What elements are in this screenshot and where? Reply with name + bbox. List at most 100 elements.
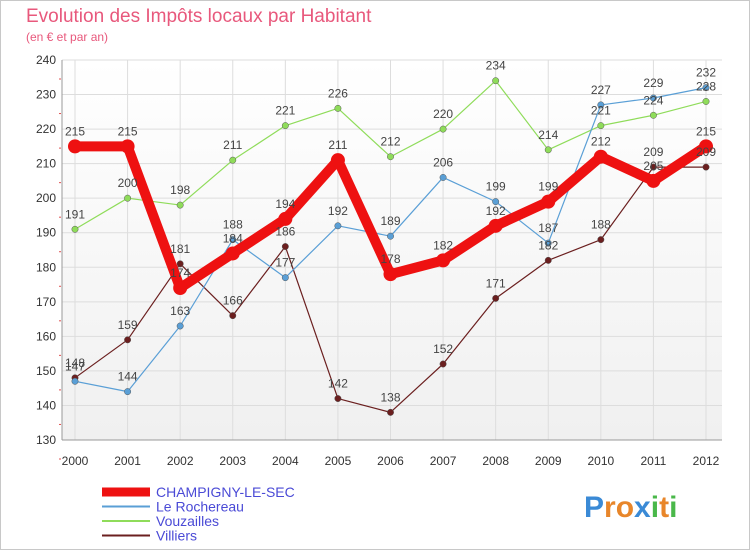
data-point <box>124 388 132 396</box>
data-label: 198 <box>170 183 190 197</box>
data-point <box>702 98 710 105</box>
data-point <box>281 243 289 250</box>
data-point <box>229 312 237 320</box>
data-point <box>597 122 605 130</box>
y-tick-label: 130 <box>36 433 56 447</box>
data-label: 182 <box>538 238 558 252</box>
data-point <box>229 236 237 244</box>
logo-letter: i <box>651 491 659 524</box>
data-point <box>330 153 345 168</box>
data-point <box>278 211 293 226</box>
x-tick-label: 2000 <box>62 454 89 468</box>
data-label: 186 <box>275 225 295 239</box>
data-point <box>544 146 552 154</box>
data-label: 232 <box>696 66 716 80</box>
data-label: 205 <box>643 159 663 173</box>
x-tick-label: 2012 <box>693 454 720 468</box>
data-point <box>492 77 500 85</box>
data-label: 206 <box>433 155 453 169</box>
data-label: 209 <box>696 145 716 159</box>
x-tick-label: 2005 <box>325 454 352 468</box>
data-label: 147 <box>65 359 85 373</box>
data-point <box>334 104 342 112</box>
data-label: 215 <box>65 124 85 138</box>
x-tick-label: 2006 <box>377 454 404 468</box>
data-point <box>649 163 657 171</box>
x-tick-label: 2008 <box>482 454 509 468</box>
data-label: 148 <box>65 356 85 370</box>
data-label: 166 <box>223 294 243 308</box>
data-label: 215 <box>118 124 138 138</box>
data-point <box>541 194 556 209</box>
data-label: 159 <box>118 318 138 332</box>
data-label: 221 <box>275 104 295 118</box>
x-tick-label: 2007 <box>430 454 457 468</box>
data-label: 194 <box>275 197 295 211</box>
data-label: 174 <box>170 266 190 280</box>
data-point <box>334 395 342 402</box>
data-label: 200 <box>118 176 138 190</box>
data-label: 187 <box>538 221 558 235</box>
data-point <box>68 139 82 154</box>
data-point <box>436 253 451 268</box>
y-axis: 130 140 150 160 170 180 190 200 210 220 230 240 <box>36 53 61 460</box>
chart-title: Evolution des Impôts locaux par Habitant <box>26 6 372 27</box>
y-tick-label: 230 <box>36 88 56 102</box>
data-label: 224 <box>643 93 663 107</box>
data-point <box>597 236 605 244</box>
y-tick-label: 240 <box>36 53 56 67</box>
data-label: 228 <box>696 79 716 93</box>
y-tick-label: 160 <box>36 329 56 343</box>
legend-label: Le Rochereau <box>156 499 244 515</box>
data-point <box>544 239 552 247</box>
y-tick-label: 210 <box>36 157 56 171</box>
y-tick-label: 220 <box>36 122 56 136</box>
data-point <box>383 267 398 282</box>
data-point <box>176 322 184 330</box>
data-point <box>124 336 132 344</box>
data-label: 211 <box>223 138 242 152</box>
data-point <box>439 125 447 133</box>
proxiti-logo-text: Proxiti <box>584 491 677 524</box>
data-point <box>649 111 657 119</box>
data-label: 215 <box>696 124 716 138</box>
data-point <box>281 274 289 282</box>
logo-letter: t <box>659 491 669 524</box>
data-point <box>387 153 394 161</box>
data-label: 199 <box>486 180 506 194</box>
data-label: 188 <box>591 218 611 232</box>
x-tick-label: 2001 <box>114 454 141 468</box>
x-tick-label: 2009 <box>535 454 562 468</box>
chart-subtitle: (en € et par an) <box>26 30 108 44</box>
logo-letter: r <box>604 491 616 524</box>
data-point <box>387 408 394 416</box>
data-label: 138 <box>380 390 400 404</box>
legend-label: CHAMPIGNY-LE-SEC <box>156 484 295 500</box>
data-point <box>334 222 342 230</box>
data-label: 229 <box>643 76 663 90</box>
data-label: 192 <box>486 204 506 218</box>
y-tick-label: 190 <box>36 226 56 240</box>
x-tick-label: 2010 <box>587 454 614 468</box>
x-tick-label: 2002 <box>167 454 194 468</box>
data-point <box>229 156 237 164</box>
y-tick-label: 180 <box>36 260 56 274</box>
data-label: 214 <box>538 128 558 142</box>
data-label: 152 <box>433 342 453 356</box>
x-tick-label: 2011 <box>641 454 667 468</box>
proxiti-logo: Proxiti <box>584 491 677 524</box>
data-point <box>597 101 605 109</box>
data-label: 192 <box>328 204 348 218</box>
logo-letter: i <box>669 491 677 524</box>
data-label: 144 <box>118 370 138 384</box>
data-label: 182 <box>433 238 453 252</box>
data-point <box>646 173 661 188</box>
data-label: 226 <box>328 86 348 100</box>
y-tick-label: 170 <box>36 295 56 309</box>
data-point <box>488 218 503 233</box>
data-point <box>492 198 500 206</box>
data-point <box>702 163 710 171</box>
